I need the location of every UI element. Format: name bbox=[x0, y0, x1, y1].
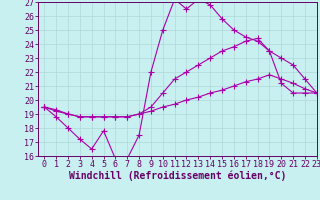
X-axis label: Windchill (Refroidissement éolien,°C): Windchill (Refroidissement éolien,°C) bbox=[69, 171, 286, 181]
